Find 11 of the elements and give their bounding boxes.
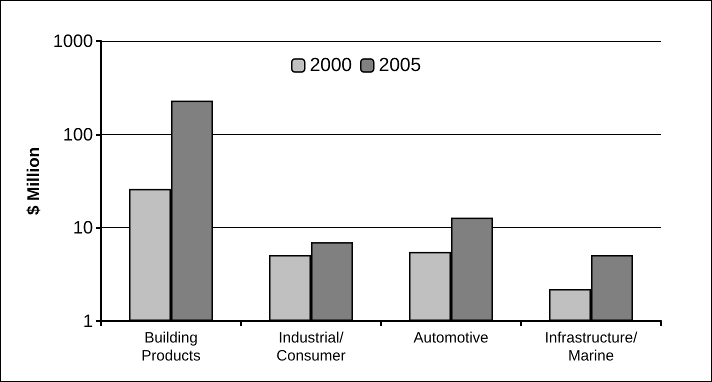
y-tick-label: 100 — [62, 124, 93, 144]
y-axis-title: $ Million — [24, 147, 44, 215]
y-tick-label: 10 — [72, 218, 93, 238]
y-tick-label: 1000 — [52, 31, 93, 51]
legend-label: 2000 — [310, 55, 352, 76]
y-tick-label: 1 — [82, 311, 93, 331]
x-tick-label: Automotive — [413, 330, 489, 346]
x-tick-label: Industrial/ Consumer — [276, 330, 346, 364]
x-tick-label: Building Products — [141, 330, 201, 364]
x-tick-label: Infrastructure/ Marine — [544, 330, 638, 364]
legend-label: 2005 — [378, 55, 422, 76]
